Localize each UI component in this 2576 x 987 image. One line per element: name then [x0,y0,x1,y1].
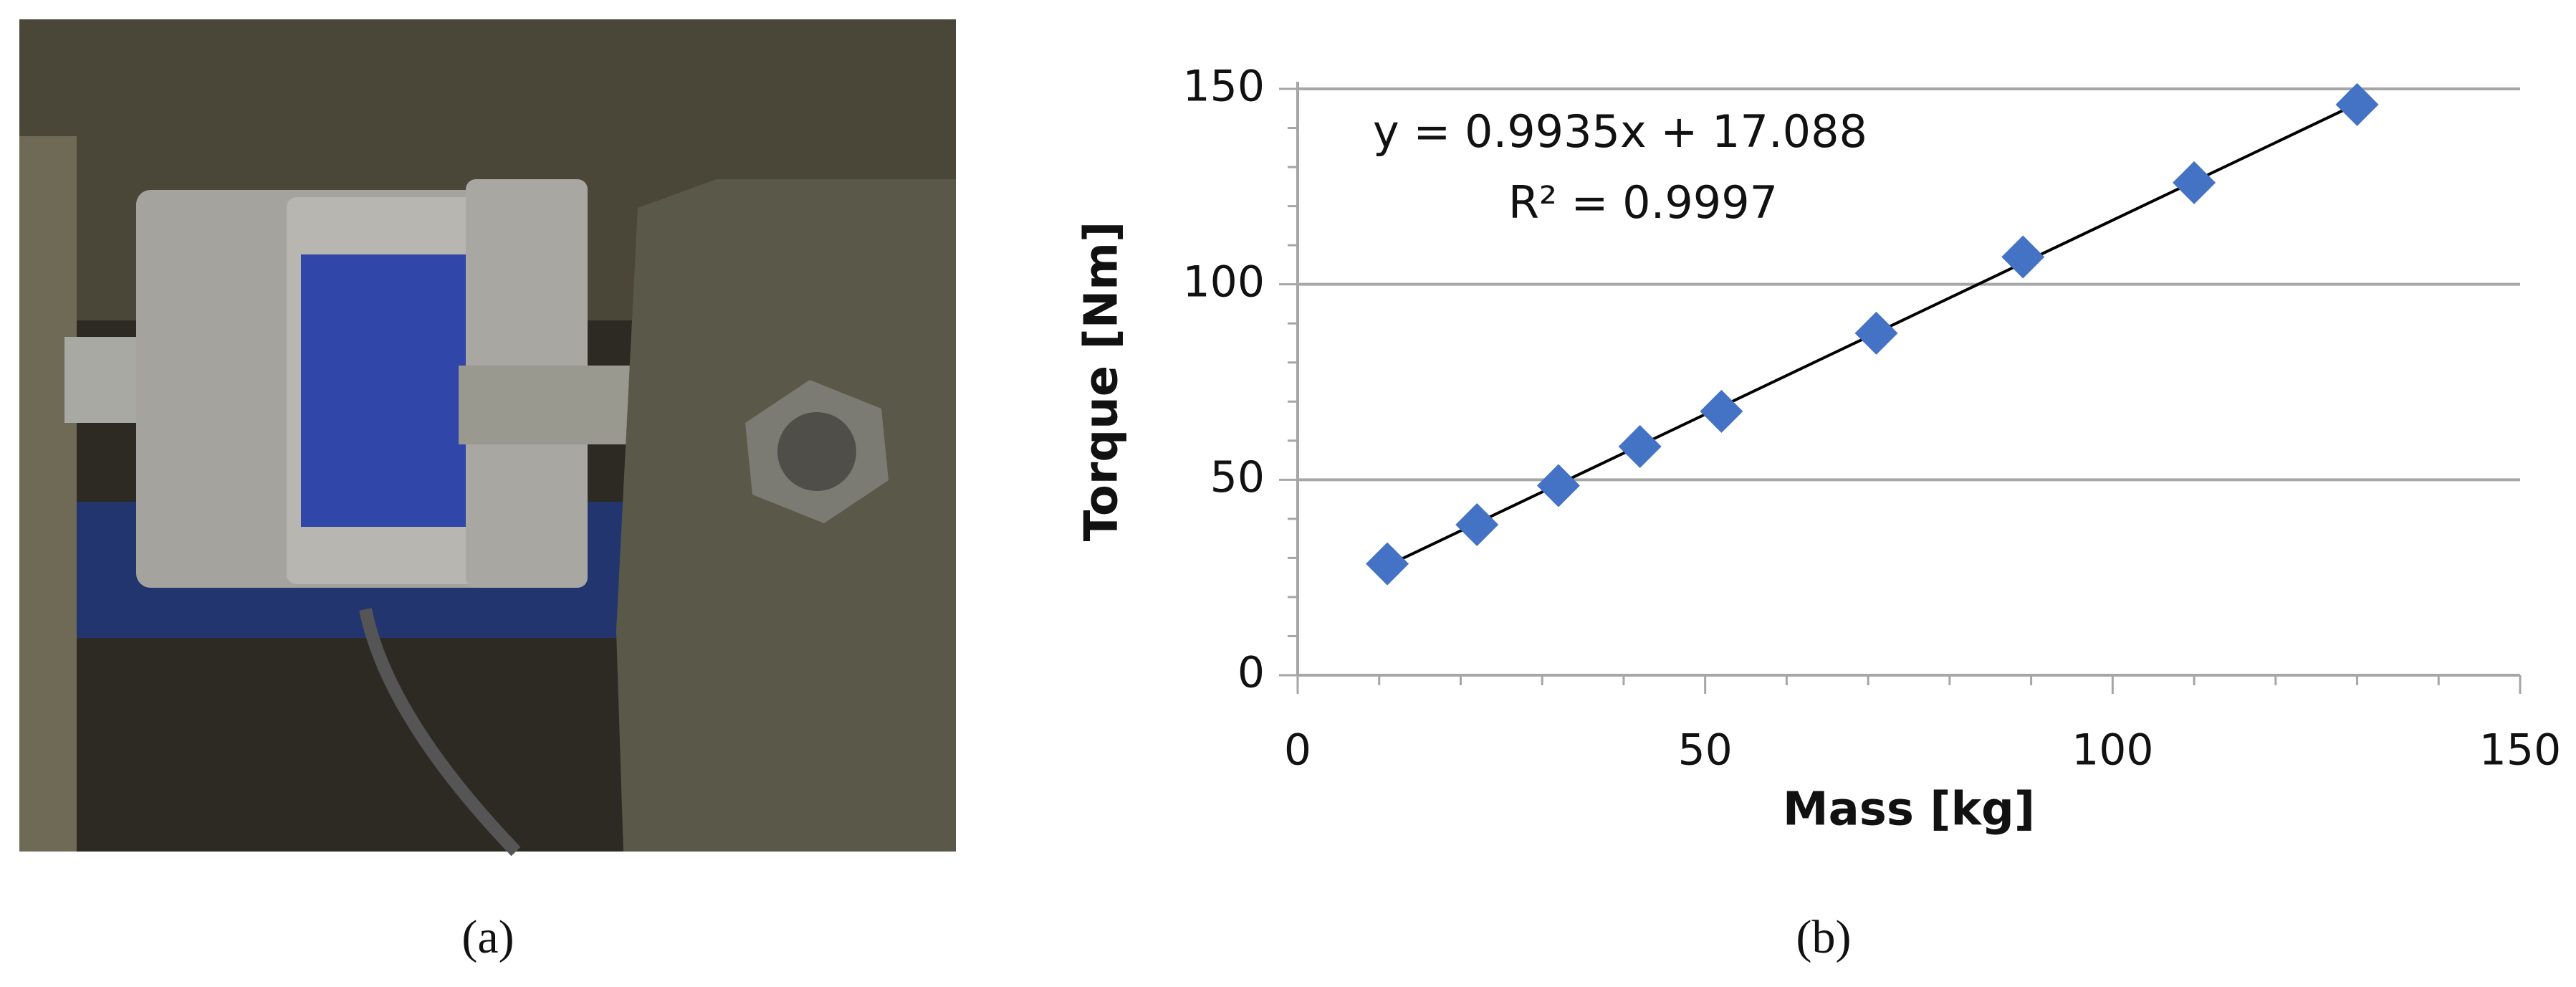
data-point [1455,503,1499,547]
x-tick-label: 150 [2479,725,2562,776]
y-axis-title: Torque [Nm] [1076,221,1129,542]
y-tick-label: 100 [1182,257,1265,307]
right-bolt [459,366,645,444]
caption-b: (b) [1796,911,1852,963]
x-tick-label: 50 [1677,725,1732,776]
trend-equation: y = 0.9935x + 17.088 [1373,105,1867,158]
photo [19,19,956,857]
cable [359,608,521,857]
x-tick-label: 0 [1284,725,1311,776]
caption-a: (a) [461,911,514,963]
data-point [2001,235,2045,279]
bolt-end [777,412,856,491]
right-bracket [616,179,956,852]
data-point [1700,389,1743,433]
y-tick-label: 50 [1210,452,1265,502]
y-tick-label: 0 [1237,648,1265,698]
y-tick-label: 150 [1182,62,1265,112]
data-point [1366,542,1409,586]
data-point [2173,161,2216,204]
data-point [2335,82,2379,126]
x-axis-title: Mass [kg] [1783,783,2035,836]
x-tick-label: 100 [2072,725,2154,776]
chart: 0 50 100 150 0 50 100 150 Mass [kg] Torque [Nm] y … [1076,62,2562,836]
data-point [1854,311,1898,355]
r-squared: R² = 0.9997 [1508,176,1778,229]
data-point [1618,424,1662,468]
left-bracket [19,136,77,852]
cell-label [301,254,480,527]
data-point [1536,464,1580,507]
